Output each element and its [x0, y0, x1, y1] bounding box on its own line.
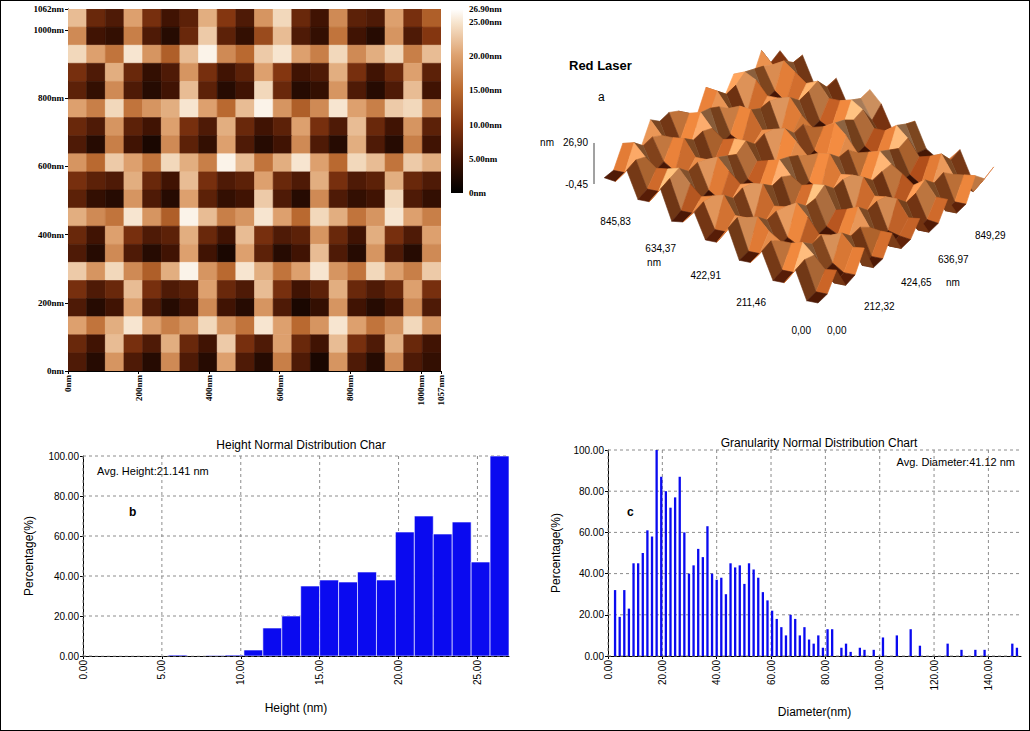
- svg-text:10.00nm: 10.00nm: [469, 120, 502, 130]
- svg-text:0.00: 0.00: [585, 651, 605, 662]
- svg-text:20.00nm: 20.00nm: [469, 51, 502, 61]
- svg-text:15.00: 15.00: [314, 660, 325, 685]
- svg-text:800nm: 800nm: [345, 375, 355, 402]
- svg-text:-0,45: -0,45: [565, 179, 588, 190]
- svg-text:60.00: 60.00: [54, 531, 79, 542]
- svg-text:849,29: 849,29: [975, 230, 1006, 241]
- svg-text:40.00: 40.00: [579, 568, 604, 579]
- svg-text:1000nm: 1000nm: [33, 25, 64, 35]
- svg-text:20.00: 20.00: [579, 609, 604, 620]
- svg-text:400nm: 400nm: [204, 375, 214, 402]
- svg-text:a: a: [598, 90, 605, 104]
- svg-text:100.00: 100.00: [48, 451, 79, 462]
- svg-text:25.00nm: 25.00nm: [469, 17, 502, 27]
- svg-text:nm: nm: [647, 257, 661, 268]
- svg-text:60.00: 60.00: [579, 527, 604, 538]
- svg-text:140.00: 140.00: [983, 660, 994, 691]
- svg-text:211,46: 211,46: [736, 297, 766, 308]
- svg-text:0nm: 0nm: [63, 375, 73, 393]
- svg-text:Avg. Height:21.141 nm: Avg. Height:21.141 nm: [97, 465, 209, 477]
- svg-text:400nm: 400nm: [38, 230, 65, 240]
- svg-text:212,32: 212,32: [864, 301, 895, 312]
- svg-text:80.00: 80.00: [54, 491, 79, 502]
- svg-text:0.00: 0.00: [78, 660, 89, 680]
- svg-text:422,91: 422,91: [690, 270, 721, 281]
- svg-text:5.00nm: 5.00nm: [469, 154, 498, 164]
- svg-text:20.00: 20.00: [393, 660, 404, 685]
- svg-text:Percentage(%): Percentage(%): [549, 513, 563, 593]
- svg-text:Red Laser: Red Laser: [569, 58, 632, 73]
- svg-text:120.00: 120.00: [929, 660, 940, 691]
- svg-text:Height Normal Distribution Cha: Height Normal Distribution Char: [216, 438, 385, 452]
- svg-text:0,00: 0,00: [827, 325, 847, 336]
- svg-text:60.00: 60.00: [766, 660, 777, 685]
- svg-text:Diameter(nm): Diameter(nm): [778, 705, 851, 719]
- svg-text:nm: nm: [946, 277, 960, 288]
- svg-text:40.00: 40.00: [54, 571, 79, 582]
- svg-text:1000nm: 1000nm: [416, 375, 426, 406]
- svg-text:Percentage(%): Percentage(%): [22, 516, 36, 596]
- svg-text:Granularity Normal Distributio: Granularity Normal Distribution Chart: [721, 436, 918, 450]
- svg-text:600nm: 600nm: [38, 161, 65, 171]
- svg-text:1062nm: 1062nm: [33, 4, 64, 14]
- svg-text:0,00: 0,00: [792, 325, 812, 336]
- svg-text:636,97: 636,97: [938, 254, 969, 265]
- svg-text:80.00: 80.00: [579, 486, 604, 497]
- svg-text:800nm: 800nm: [38, 93, 65, 103]
- svg-text:15.00nm: 15.00nm: [469, 85, 502, 95]
- svg-text:200nm: 200nm: [38, 298, 65, 308]
- svg-text:20.00: 20.00: [54, 611, 79, 622]
- svg-text:20.00: 20.00: [657, 660, 668, 685]
- svg-text:Height (nm): Height (nm): [265, 701, 328, 715]
- svg-text:0nm: 0nm: [469, 188, 487, 198]
- svg-text:634,37: 634,37: [645, 243, 676, 254]
- svg-text:80.00: 80.00: [820, 660, 831, 685]
- svg-text:0nm: 0nm: [47, 366, 65, 376]
- svg-text:100.00: 100.00: [874, 660, 885, 691]
- svg-text:600nm: 600nm: [275, 375, 285, 402]
- svg-text:26.90nm: 26.90nm: [469, 4, 502, 14]
- svg-text:0.00: 0.00: [603, 660, 614, 680]
- svg-text:nm: nm: [540, 137, 554, 148]
- svg-text:5.00: 5.00: [156, 660, 167, 680]
- svg-text:b: b: [129, 505, 136, 519]
- svg-text:1057nm: 1057nm: [436, 375, 446, 406]
- svg-text:424,65: 424,65: [901, 277, 932, 288]
- svg-text:c: c: [627, 505, 634, 519]
- svg-text:200nm: 200nm: [134, 375, 144, 402]
- svg-text:Avg. Diameter:41.12 nm: Avg. Diameter:41.12 nm: [897, 456, 1015, 468]
- svg-text:100.00: 100.00: [573, 445, 604, 456]
- svg-text:10.00: 10.00: [235, 660, 246, 685]
- svg-text:26,90: 26,90: [563, 137, 588, 148]
- svg-text:845,83: 845,83: [600, 216, 631, 227]
- svg-text:40.00: 40.00: [711, 660, 722, 685]
- svg-text:25.00: 25.00: [472, 660, 483, 685]
- svg-text:0.00: 0.00: [60, 651, 80, 662]
